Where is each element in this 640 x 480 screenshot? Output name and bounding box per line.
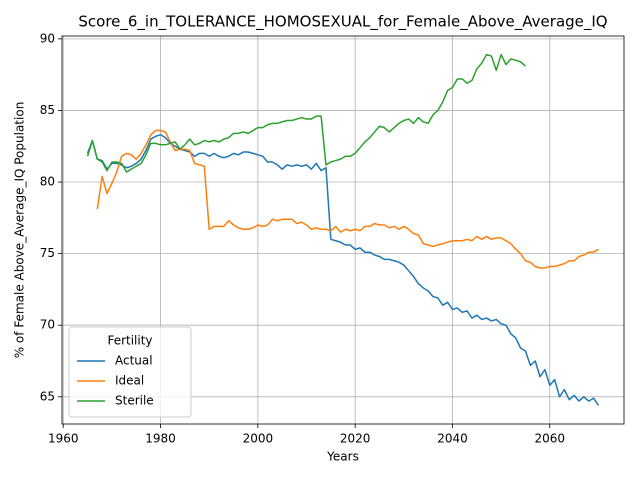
x-tick-label: 1960 [48, 432, 79, 446]
y-tick-label: 75 [40, 246, 55, 260]
line-series [86, 53, 526, 173]
x-tick-label: 2000 [243, 432, 274, 446]
y-tick-label: 80 [40, 175, 55, 189]
legend-box [68, 326, 192, 418]
y-tick-label: 85 [40, 103, 55, 117]
y-axis-label: % of Female Above_Average_IQ Population [13, 102, 27, 359]
x-tick-label: 2060 [535, 432, 566, 446]
legend-title: Fertility [107, 334, 152, 348]
x-axis-label: Years [326, 450, 359, 464]
chart-title: Score_6_in_TOLERANCE_HOMOSEXUAL_for_Fema… [78, 13, 607, 32]
y-tick-label: 90 [40, 31, 55, 45]
y-tick-label: 70 [40, 318, 55, 332]
legend-label: Ideal [115, 374, 144, 388]
legend: Fertility Actual Ideal Sterile [68, 326, 192, 418]
y-tick-label: 65 [40, 389, 55, 403]
x-tick-label: 1980 [145, 432, 176, 446]
legend-label: Sterile [115, 394, 154, 408]
plot-frame [61, 35, 625, 425]
x-tick-label: 2040 [437, 432, 468, 446]
x-tick-label: 2020 [340, 432, 371, 446]
legend-label: Actual [115, 354, 153, 368]
